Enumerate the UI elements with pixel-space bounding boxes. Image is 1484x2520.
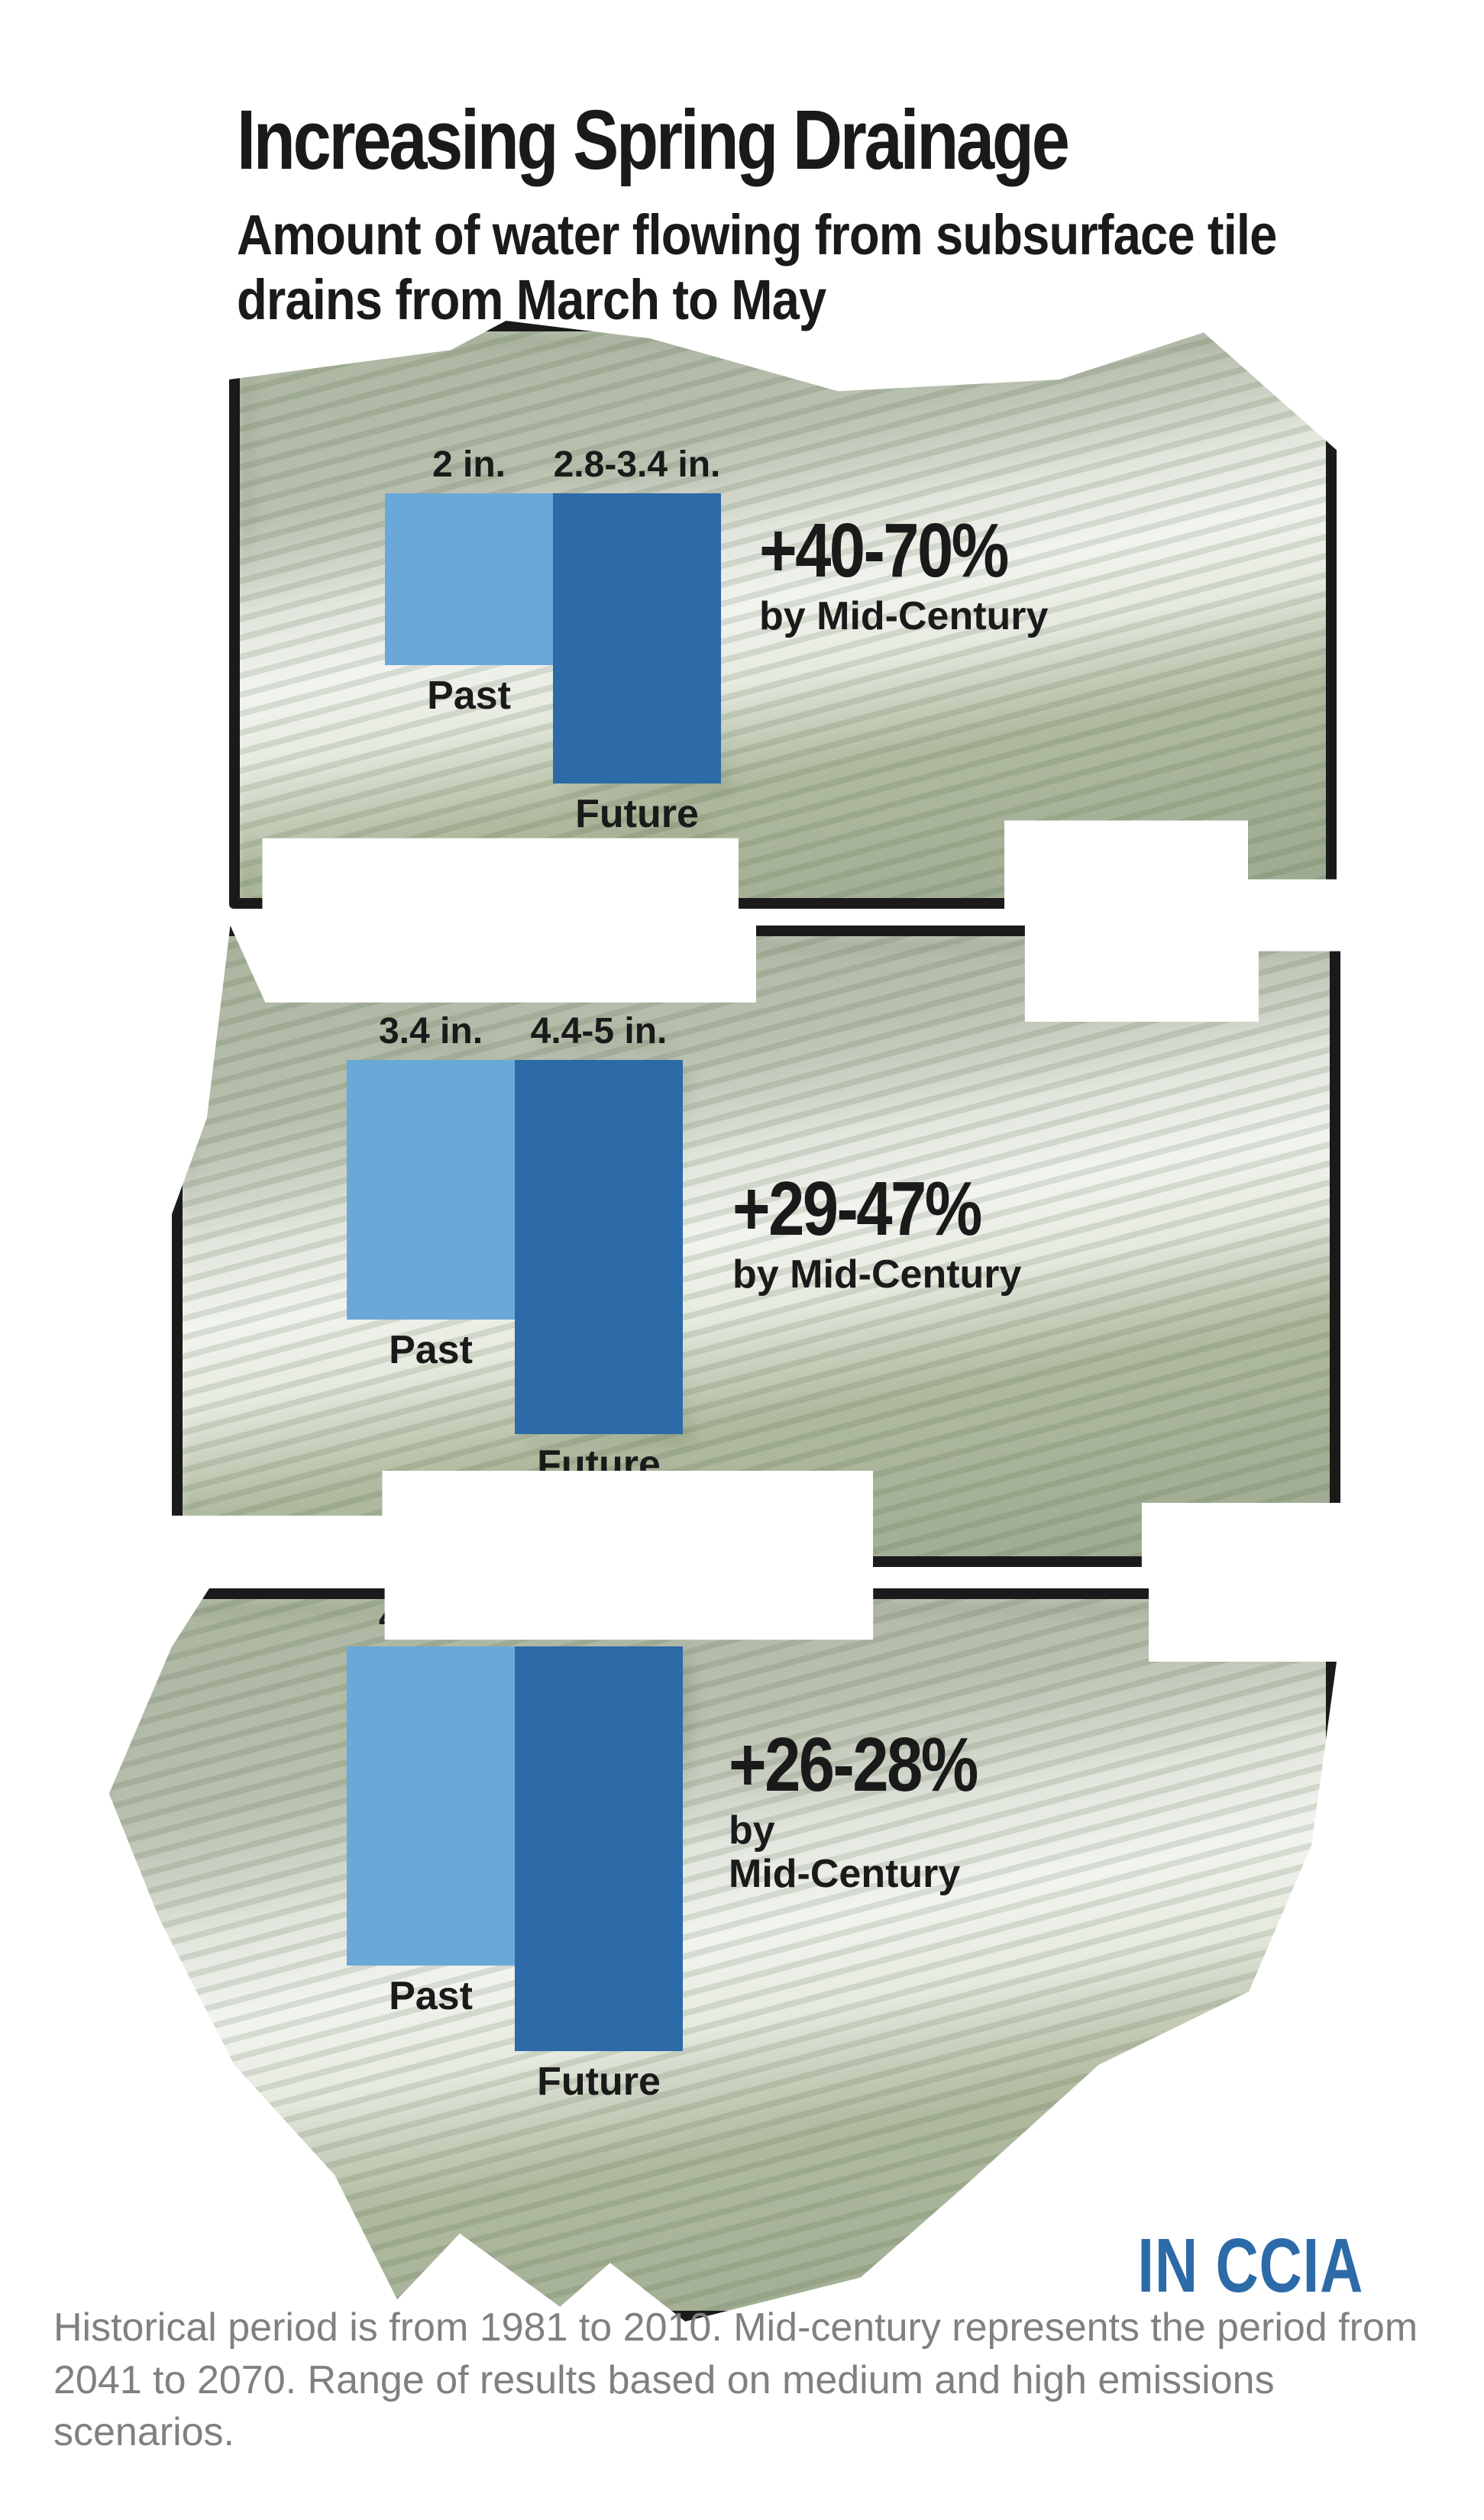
past-value-label: 4.3 in.	[379, 1597, 483, 1639]
past-axis-label: Past	[389, 1973, 473, 2019]
future-bar	[515, 1646, 683, 2051]
brand-label: IN CCIA	[1137, 2222, 1363, 2310]
subtitle: Amount of water flowing from subsurface …	[237, 202, 1379, 332]
past-bar-wrap: 3.4 in. Past	[347, 1010, 515, 1488]
main-title: Increasing Spring Drainage	[237, 92, 1191, 189]
crop-rows-icon	[95, 1599, 1326, 2311]
future-axis-label: Future	[537, 2059, 661, 2105]
caption: Historical period is from 1981 to 2010. …	[53, 2302, 1444, 2459]
indiana-map: 2 in. Past 2.8-3.4 in. Future +40-70% by…	[84, 321, 1398, 2321]
past-value-label: 3.4 in.	[379, 1010, 483, 1052]
pct-change: +29-47%	[732, 1165, 981, 1253]
past-bar	[347, 1646, 515, 1966]
stat-north: +40-70% by Mid-Century	[759, 507, 1051, 638]
future-bar	[515, 1060, 683, 1434]
stat-south: +26-28% by Mid-Century	[729, 1721, 1020, 1896]
chart-south: 4.3 in. Past 5.4-5.5 in. Future	[347, 1597, 683, 2105]
pct-change: +26-28%	[729, 1721, 977, 1809]
past-axis-label: Past	[427, 673, 511, 719]
past-bar	[385, 493, 553, 665]
future-value-label: 2.8-3.4 in.	[554, 444, 721, 486]
pct-sub: by Mid-Century	[759, 595, 1051, 638]
bar-group: 4.3 in. Past 5.4-5.5 in. Future	[347, 1597, 683, 2105]
past-value-label: 2 in.	[432, 444, 506, 486]
infographic-page: Increasing Spring Drainage Amount of wat…	[0, 0, 1484, 2520]
pct-sub-line2: Mid-Century	[729, 1853, 1020, 1896]
bar-group: 3.4 in. Past 4.4-5 in. Future	[347, 1010, 683, 1488]
future-bar-wrap: 5.4-5.5 in. Future	[515, 1597, 683, 2105]
future-axis-label: Future	[575, 791, 699, 837]
region-south: 4.3 in. Past 5.4-5.5 in. Future +26-28% …	[84, 1588, 1337, 2321]
future-value-label: 4.4-5 in.	[531, 1010, 668, 1052]
future-bar-wrap: 2.8-3.4 in. Future	[553, 444, 721, 837]
past-axis-label: Past	[389, 1327, 473, 1373]
pct-sub: by Mid-Century	[732, 1253, 1024, 1297]
region-central: 3.4 in. Past 4.4-5 in. Future +29-47% by…	[172, 926, 1340, 1567]
bar-group: 2 in. Past 2.8-3.4 in. Future	[385, 444, 721, 837]
stat-central: +29-47% by Mid-Century	[732, 1165, 1024, 1297]
region-north: 2 in. Past 2.8-3.4 in. Future +40-70% by…	[229, 321, 1337, 909]
pct-change: +40-70%	[759, 507, 1007, 595]
future-value-label: 5.4-5.5 in.	[516, 1597, 683, 1639]
past-bar	[347, 1060, 515, 1320]
chart-north: 2 in. Past 2.8-3.4 in. Future	[385, 444, 721, 837]
future-axis-label: Future	[537, 1442, 661, 1488]
past-bar-wrap: 4.3 in. Past	[347, 1597, 515, 2105]
future-bar	[553, 493, 721, 783]
pct-sub-line1: by	[729, 1809, 1020, 1853]
past-bar-wrap: 2 in. Past	[385, 444, 553, 837]
future-bar-wrap: 4.4-5 in. Future	[515, 1010, 683, 1488]
chart-central: 3.4 in. Past 4.4-5 in. Future	[347, 1010, 683, 1488]
